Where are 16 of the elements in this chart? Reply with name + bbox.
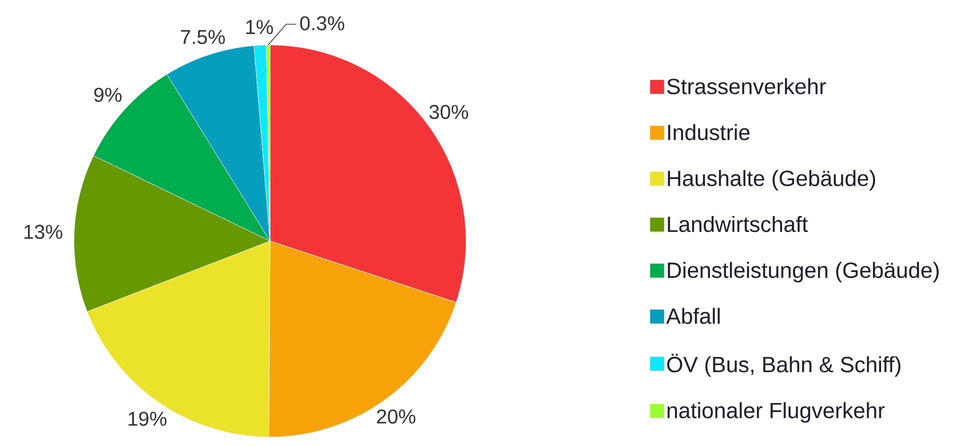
legend-label: Dienstleistungen (Gebäude) [668,262,939,282]
legend-label: Abfall [666,308,720,324]
data-label: 19% [128,412,166,426]
legend-label: Industrie [668,124,750,140]
data-label: 20% [377,409,416,424]
legend-label: Landwirtschaft [668,216,808,232]
legend-label: nationaler Flugverkehr [668,402,885,423]
data-label: 9% [94,88,122,102]
legend-label: Strassenverkehr [667,78,826,94]
legend-label: Haushalte (Gebäude) [668,170,876,191]
data-label: 13% [24,224,62,239]
data-label: 0.3% [300,16,344,30]
data-label: 30% [429,104,468,120]
legend-label: ÖV (Bus, Bahn & Schiff) [667,354,900,377]
data-label: 7.5% [181,30,225,44]
data-label: 1% [246,20,273,34]
